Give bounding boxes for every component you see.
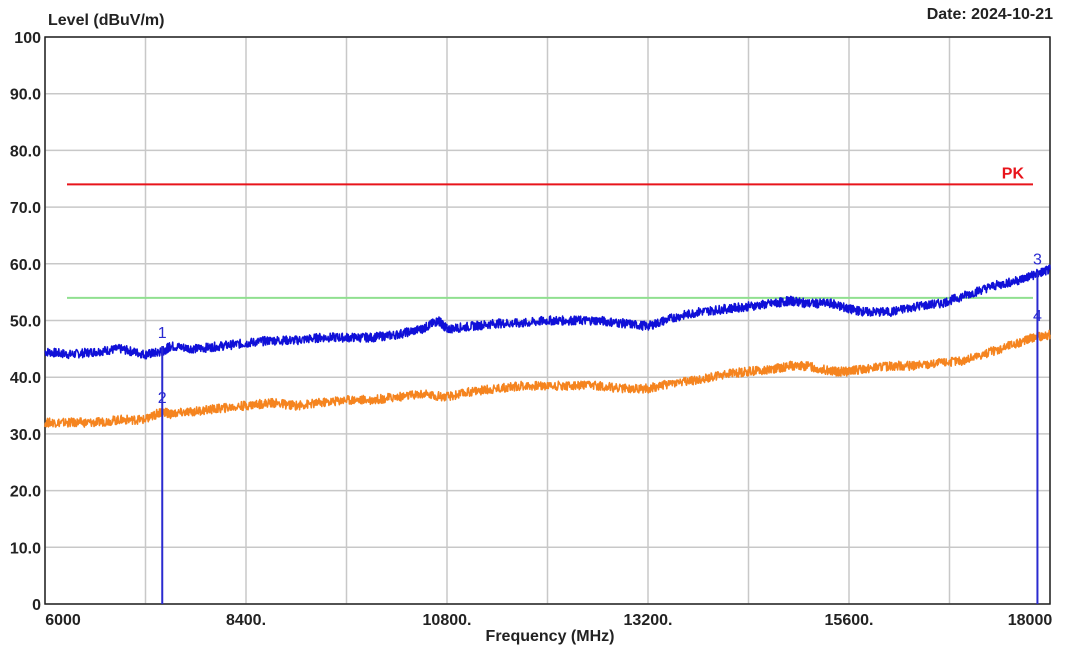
y-tick-label: 0	[32, 597, 41, 614]
y-tick-label: 80.0	[10, 143, 41, 160]
y-tick-label: 20.0	[10, 484, 41, 501]
x-tick-label: 8400.	[226, 612, 266, 629]
limit-line-label: PK	[1002, 165, 1025, 182]
marker-label: 2	[158, 390, 167, 407]
x-tick-label: 10800.	[423, 612, 472, 629]
marker-label: 1	[158, 325, 167, 342]
x-axis-title: Frequency (MHz)	[0, 628, 1067, 646]
marker-label: 4	[1033, 308, 1042, 325]
date-label: Date: 2024-10-21	[927, 6, 1053, 24]
x-tick-label: 15600.	[825, 612, 874, 629]
y-axis-title: Level (dBuV/m)	[48, 12, 164, 30]
y-tick-label: 60.0	[10, 257, 41, 274]
y-tick-label: 40.0	[10, 370, 41, 387]
x-tick-label: 18000	[1008, 612, 1053, 629]
marker-label: 3	[1033, 251, 1042, 268]
x-tick-label: 6000	[45, 612, 81, 629]
x-tick-label: 13200.	[624, 612, 673, 629]
y-tick-label: 90.0	[10, 87, 41, 104]
y-tick-label: 100	[14, 30, 41, 47]
y-tick-label: 50.0	[10, 314, 41, 331]
y-tick-label: 30.0	[10, 427, 41, 444]
y-tick-label: 70.0	[10, 200, 41, 217]
y-tick-label: 10.0	[10, 540, 41, 557]
